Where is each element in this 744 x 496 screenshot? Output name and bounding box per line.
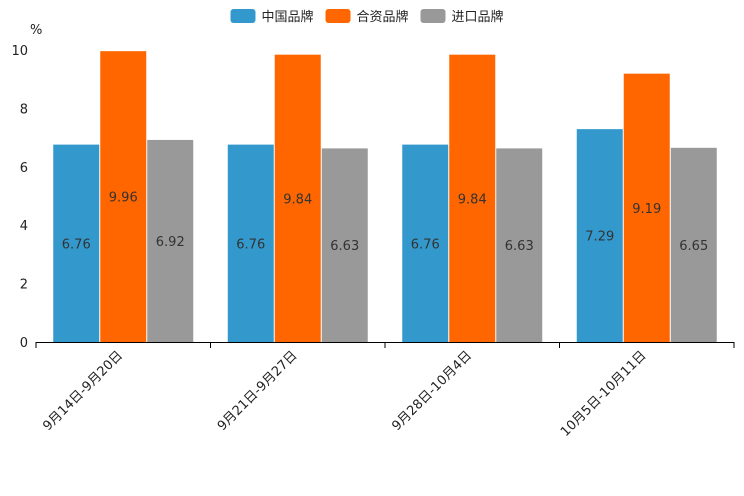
y-tick-label: 0 — [20, 336, 28, 351]
bar-2-2[interactable] — [274, 54, 321, 343]
y-tick-label: 8 — [20, 102, 28, 117]
bar-2-3[interactable] — [449, 54, 496, 343]
bar-1-3[interactable] — [402, 144, 449, 342]
y-axis: 0 2 4 6 8 10 — [11, 44, 28, 351]
bar-3-2[interactable] — [321, 148, 368, 342]
legend-swatch-2[interactable] — [325, 9, 351, 23]
bar-value-label: 6.76 — [411, 237, 440, 252]
x-tick-label: 10月5日-10月11日 — [558, 348, 650, 440]
legend-swatch-1[interactable] — [230, 9, 256, 23]
bar-value-label: 9.84 — [283, 192, 312, 207]
legend-label-1[interactable]: 中国品牌 — [262, 9, 314, 25]
bar-3-1[interactable] — [147, 139, 194, 342]
bar-value-label: 6.76 — [62, 237, 91, 252]
bar-value-label: 6.63 — [505, 239, 534, 254]
bar-1-1[interactable] — [53, 144, 100, 342]
legend: 中国品牌 合资品牌 进口品牌 — [230, 9, 504, 25]
bar-1-2[interactable] — [227, 144, 274, 342]
bar-value-label: 7.29 — [585, 230, 614, 245]
legend-label-3[interactable]: 进口品牌 — [452, 9, 504, 25]
bar-1-4[interactable] — [576, 129, 623, 342]
y-tick-label: 6 — [20, 161, 28, 176]
bar-value-label: 6.76 — [236, 237, 265, 252]
bar-2-1[interactable] — [100, 51, 147, 342]
bar-2-4[interactable] — [623, 73, 670, 342]
x-tick-label: 9月28日-10月4日 — [389, 348, 475, 434]
bar-value-label: 6.92 — [156, 235, 185, 250]
x-tick-label: 9月21日-9月27日 — [215, 348, 301, 434]
bar-value-label: 6.63 — [330, 239, 359, 254]
x-tick-label: 9月14日-9月20日 — [40, 348, 126, 434]
bar-3-4[interactable] — [670, 147, 717, 342]
bar-value-label: 9.19 — [632, 202, 661, 217]
bar-value-label: 9.96 — [109, 191, 138, 206]
bars: 6.76 9.96 6.92 6.76 9.84 6.63 6.76 9.84 6.63 7.29… — [53, 51, 717, 343]
bar-value-label: 6.65 — [679, 239, 708, 254]
y-axis-unit-label: % — [30, 23, 42, 38]
y-tick-label: 2 — [20, 278, 28, 293]
legend-label-2[interactable]: 合资品牌 — [357, 9, 409, 25]
y-tick-label: 4 — [20, 219, 28, 234]
x-axis: 9月14日-9月20日 9月21日-9月27日 9月28日-10月4日 10月5日-1… — [35, 342, 735, 440]
y-tick-label: 10 — [11, 44, 28, 59]
bar-value-label: 9.84 — [458, 192, 487, 207]
bar-3-3[interactable] — [496, 148, 543, 342]
legend-swatch-3[interactable] — [420, 9, 446, 23]
